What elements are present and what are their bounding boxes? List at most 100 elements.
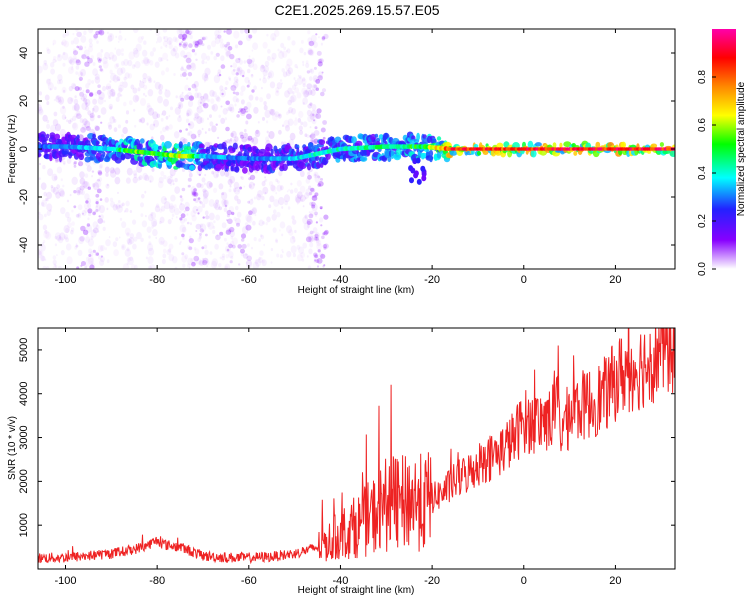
spectrogram-cloud-blob [200,183,204,189]
spectrogram-cloud-blob [55,191,61,199]
spectrogram-cloud-blob [70,227,75,232]
spectrogram-cloud-blob [115,48,122,56]
spectrogram-cloud-blob [198,39,203,46]
spectrogram-cloud-blob [323,230,328,236]
spectrogram-cloud-blob [236,211,242,218]
spectrogram-cloud-blob [292,91,295,95]
spectrogram-cloud-blob [314,232,320,239]
spectrogram-cloud-blob [93,35,98,41]
spectrogram-cloud-blob [97,230,100,233]
spectrogram-cloud-blob [100,245,105,252]
spectrogram-cloud-blob [100,107,107,115]
spectrogram-cloud-blob [61,114,67,120]
spectrogram-cloud-blob [108,85,111,90]
spectrogram-cloud-blob [298,110,304,119]
spectrogram-cloud-blob [194,40,200,46]
spectrogram-cloud-blob [323,214,329,220]
spectrogram-cloud-blob [287,206,291,210]
spectrogram-cloud-blob [76,110,81,117]
spectrogram-cloud-blob [268,181,274,187]
spectrogram-cloud-blob [54,243,58,247]
spectrogram-cloud-blob [128,237,135,245]
spectrogram-cloud-blob [38,65,43,74]
spectrogram-cloud-blob [85,102,89,108]
spectrogram-cloud-blob [84,46,87,49]
spectrogram-cloud-blob [147,77,153,84]
spectrogram-cloud-blob [194,197,199,203]
spectrogram-cloud-blob [115,237,119,242]
colorbar-label: Normalized spectral amplitude [736,81,747,216]
spectrogram-cloud-blob [268,134,271,138]
spectrogram-cloud-blob [174,177,178,183]
spectrogram-band-blob [223,146,228,155]
spectrogram-cloud-blob [95,209,99,213]
spectrogram-cloud-blob [88,257,94,265]
spectrogram-cloud-blob [193,192,199,197]
spectrogram-cloud-blob [239,91,244,97]
spectrogram-band-blob [473,144,479,148]
spectrogram-cloud-blob [223,237,227,242]
spectrogram-cloud-blob [89,91,94,97]
spectrogram-y-label: Frequency (Hz) [7,115,18,184]
spectrogram-cloud-blob [133,64,136,67]
spectrogram-cloud-blob [199,228,204,233]
spectrogram-cloud-blob [67,56,74,64]
spectrogram-cloud-blob [46,78,51,84]
spectrogram-cloud-blob [72,54,77,61]
spectrogram-cloud-blob [196,182,202,188]
spectrogram-cloud-blob [141,193,145,199]
spectrogram-cloud-blob [84,265,87,269]
spectrogram-cloud-blob [85,224,93,233]
spectrogram-cloud-blob [188,43,193,48]
snr-frame [37,327,676,570]
spectrogram-cloud-blob [77,71,83,78]
spectrogram-cloud-blob [75,243,78,246]
spectrogram-cloud-blob [243,60,247,64]
spectrogram-cloud-blob [186,77,189,80]
spectrogram-cloud-blob [160,134,165,141]
spectrogram-cloud-blob [308,235,314,243]
spectrogram-cloud-blob [218,29,222,34]
spectrogram-cloud-blob [240,29,244,34]
spectrogram-cloud-blob [303,51,307,56]
spectrogram-cloud-blob [161,258,166,265]
spectrogram-cloud-blob [228,206,234,213]
y-tick-label: -40 [18,237,30,253]
spectrogram-cloud-blob [293,119,298,126]
spectrogram-cloud-blob [95,199,99,204]
spectrogram-cloud-blob [247,137,251,142]
spectrogram-cloud-blob [94,125,100,131]
spectrogram-cloud-blob [53,111,58,117]
spectrogram-cloud-blob [219,85,224,91]
spectrogram-cloud-blob [160,170,165,177]
spectrogram-cloud-blob [206,55,211,61]
spectrogram-cloud-blob [177,101,184,110]
spectrogram-cloud-blob [69,193,72,197]
spectrogram-cloud-blob [231,130,237,139]
y-tick-label: 3000 [18,425,30,449]
spectrogram-cloud-blob [60,250,65,256]
spectrogram-cloud-blob [306,255,309,258]
spectrogram-cloud-blob [223,199,229,207]
spectrogram-cloud-blob [89,115,95,122]
spectrogram-cloud-blob [237,68,241,73]
spectrogram-cloud-blob [262,116,265,121]
spectrogram-cloud-blob [80,72,84,76]
spectrogram-cloud-blob [232,91,236,95]
spectrogram-cloud-blob [143,92,146,96]
spectrogram-cloud-blob [251,207,257,215]
spectrogram-cloud-blob [132,94,139,103]
spectrogram-cloud-blob [186,112,190,117]
spectrogram-cloud-blob [174,186,181,194]
spectrogram-cloud-blob [190,62,196,69]
spectrogram-cloud-blob [310,89,316,96]
x-tick-label: 20 [609,274,621,286]
spectrogram-band-blob [114,156,122,164]
spectrogram-cloud-blob [65,237,69,243]
spectrogram-cloud-blob [186,108,193,117]
spectrogram-cloud-blob [238,263,241,266]
spectrogram-cloud-blob [211,170,215,175]
spectrogram-cloud-blob [307,235,314,243]
spectrogram-cloud-blob [63,89,66,93]
